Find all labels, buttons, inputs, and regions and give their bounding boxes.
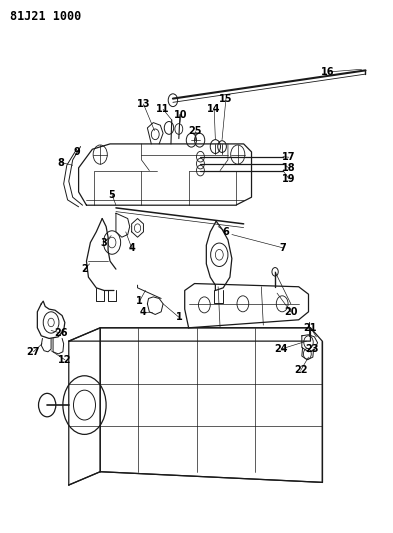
Text: 17: 17 [282, 152, 296, 162]
Text: 7: 7 [279, 243, 286, 253]
Text: 24: 24 [274, 344, 288, 354]
Text: 4: 4 [140, 307, 147, 317]
Text: 2: 2 [81, 264, 88, 274]
Text: 21: 21 [304, 323, 317, 333]
Text: 1: 1 [175, 312, 182, 322]
Text: 26: 26 [54, 328, 68, 338]
Text: 23: 23 [306, 344, 319, 354]
Text: 9: 9 [73, 147, 80, 157]
Text: 15: 15 [219, 94, 233, 103]
Text: 18: 18 [282, 163, 296, 173]
Text: 20: 20 [284, 307, 298, 317]
Text: 22: 22 [294, 366, 307, 375]
Text: 27: 27 [27, 347, 40, 357]
Text: 1: 1 [136, 296, 143, 306]
Text: 11: 11 [156, 104, 170, 114]
Text: 12: 12 [58, 355, 72, 365]
Text: 14: 14 [208, 104, 221, 114]
Text: 19: 19 [282, 174, 296, 183]
Text: 4: 4 [128, 243, 135, 253]
Text: 81J21 1000: 81J21 1000 [10, 10, 81, 22]
Text: 8: 8 [57, 158, 64, 167]
Text: 6: 6 [222, 227, 230, 237]
Text: 13: 13 [137, 99, 150, 109]
Text: 25: 25 [188, 126, 201, 135]
Text: 5: 5 [108, 190, 116, 199]
Text: 16: 16 [321, 67, 335, 77]
Text: 10: 10 [174, 110, 187, 119]
Text: 3: 3 [101, 238, 108, 247]
